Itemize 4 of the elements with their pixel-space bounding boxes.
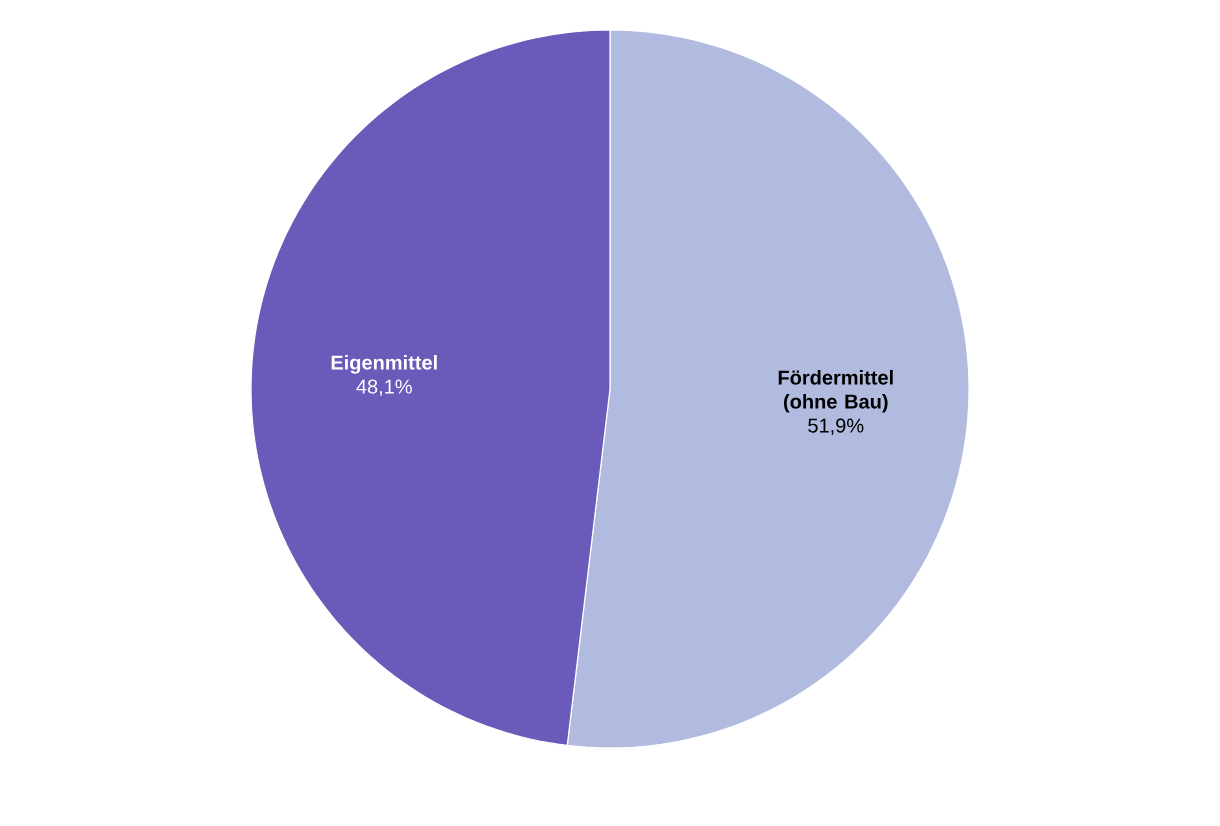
data-label: 51,9% xyxy=(808,418,864,436)
data-label: 48,1% xyxy=(356,379,412,397)
slice-label: Fördermittel (ohne Bau) xyxy=(778,369,893,413)
slice-label: Eigenmittel xyxy=(331,354,437,374)
